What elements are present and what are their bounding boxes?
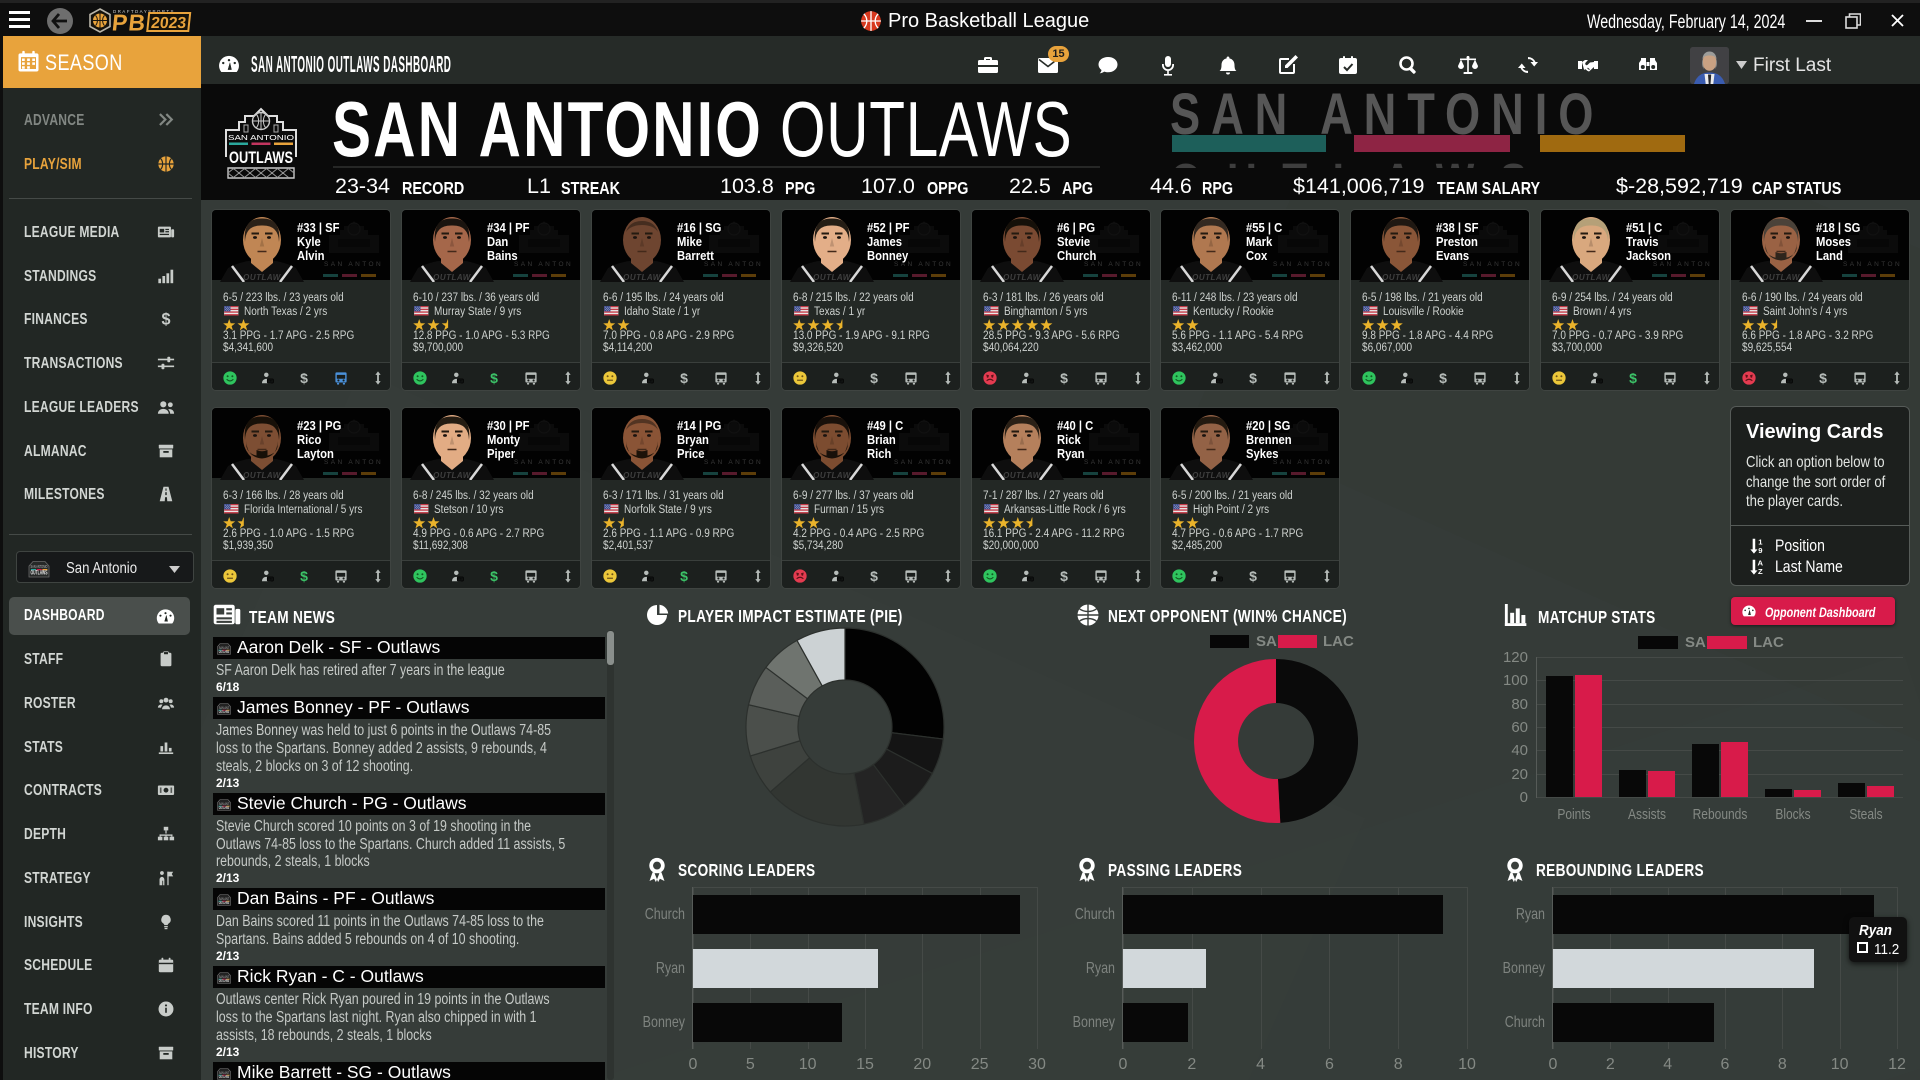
svg-text:OUTLAW: OUTLAW	[433, 273, 472, 282]
svg-text:$: $	[1249, 569, 1257, 583]
svg-text:SAN ANT: SAN ANT	[219, 646, 229, 650]
svg-text:$: $	[1060, 569, 1068, 583]
svg-text:OUTLAW: OUTLAW	[813, 273, 852, 282]
svg-text:A: A	[1758, 559, 1764, 568]
svg-text:2023: 2023	[150, 14, 187, 32]
svg-text:DRAFTDAYSPORTS: DRAFTDAYSPORTS	[113, 9, 175, 14]
svg-text:OUTLAW: OUTLAW	[1003, 273, 1042, 282]
svg-text:SAN ANT: SAN ANT	[219, 706, 229, 710]
svg-text:$: $	[680, 371, 688, 385]
svg-text:$: $	[490, 569, 498, 583]
svg-text:$: $	[161, 310, 170, 328]
svg-text:OUTLAWS: OUTLAWS	[219, 900, 229, 905]
svg-text:OUTLAW: OUTLAW	[243, 273, 282, 282]
svg-text:Z: Z	[1758, 567, 1763, 575]
svg-text:9: 9	[1758, 546, 1762, 554]
svg-text:OUTLAW: OUTLAW	[1762, 273, 1801, 282]
svg-text:$: $	[870, 371, 878, 385]
svg-text:$: $	[1249, 371, 1257, 385]
svg-text:OUTLAW: OUTLAW	[1003, 471, 1042, 480]
svg-text:OUTLAWS: OUTLAWS	[219, 978, 229, 983]
svg-text:OUTLAWS: OUTLAWS	[219, 649, 229, 654]
svg-text:$: $	[490, 371, 498, 385]
svg-text:OUTLAWS: OUTLAWS	[31, 570, 48, 577]
svg-text:OUTLAW: OUTLAW	[813, 471, 852, 480]
svg-text:SAN ANT: SAN ANT	[219, 1071, 229, 1075]
svg-text:OUTLAW: OUTLAW	[433, 471, 472, 480]
svg-text:SAN ANTONIO: SAN ANTONIO	[228, 133, 294, 142]
svg-text:OUTLAWS: OUTLAWS	[219, 805, 229, 810]
svg-text:$: $	[1819, 371, 1827, 385]
svg-text:1: 1	[1758, 538, 1763, 547]
svg-text:SAN ANTONIO: SAN ANTONIO	[31, 564, 48, 569]
svg-text:$: $	[680, 569, 688, 583]
svg-text:$: $	[300, 371, 308, 385]
svg-text:OUTLAW: OUTLAW	[1572, 273, 1611, 282]
svg-text:OUTLAW: OUTLAW	[623, 471, 662, 480]
svg-text:OUTLAW: OUTLAW	[243, 471, 282, 480]
svg-text:PB: PB	[111, 10, 147, 36]
svg-text:$: $	[1629, 371, 1637, 385]
svg-text:OUTLAW: OUTLAW	[1382, 273, 1421, 282]
svg-text:$: $	[870, 569, 878, 583]
svg-text:OUTLAWS: OUTLAWS	[219, 1074, 229, 1079]
svg-text:$: $	[1439, 371, 1447, 385]
svg-text:OUTLAW: OUTLAW	[623, 273, 662, 282]
svg-text:$: $	[1060, 371, 1068, 385]
svg-text:OUTLAW: OUTLAW	[1192, 273, 1231, 282]
svg-text:OUTLAW: OUTLAW	[1192, 471, 1231, 480]
svg-text:OUTLAWS: OUTLAWS	[229, 149, 293, 167]
svg-text:SAN ANT: SAN ANT	[219, 975, 229, 979]
svg-text:$: $	[300, 569, 308, 583]
svg-text:OUTLAWS: OUTLAWS	[219, 709, 229, 714]
svg-text:SAN ANT: SAN ANT	[219, 897, 229, 901]
svg-text:SAN ANT: SAN ANT	[219, 802, 229, 806]
